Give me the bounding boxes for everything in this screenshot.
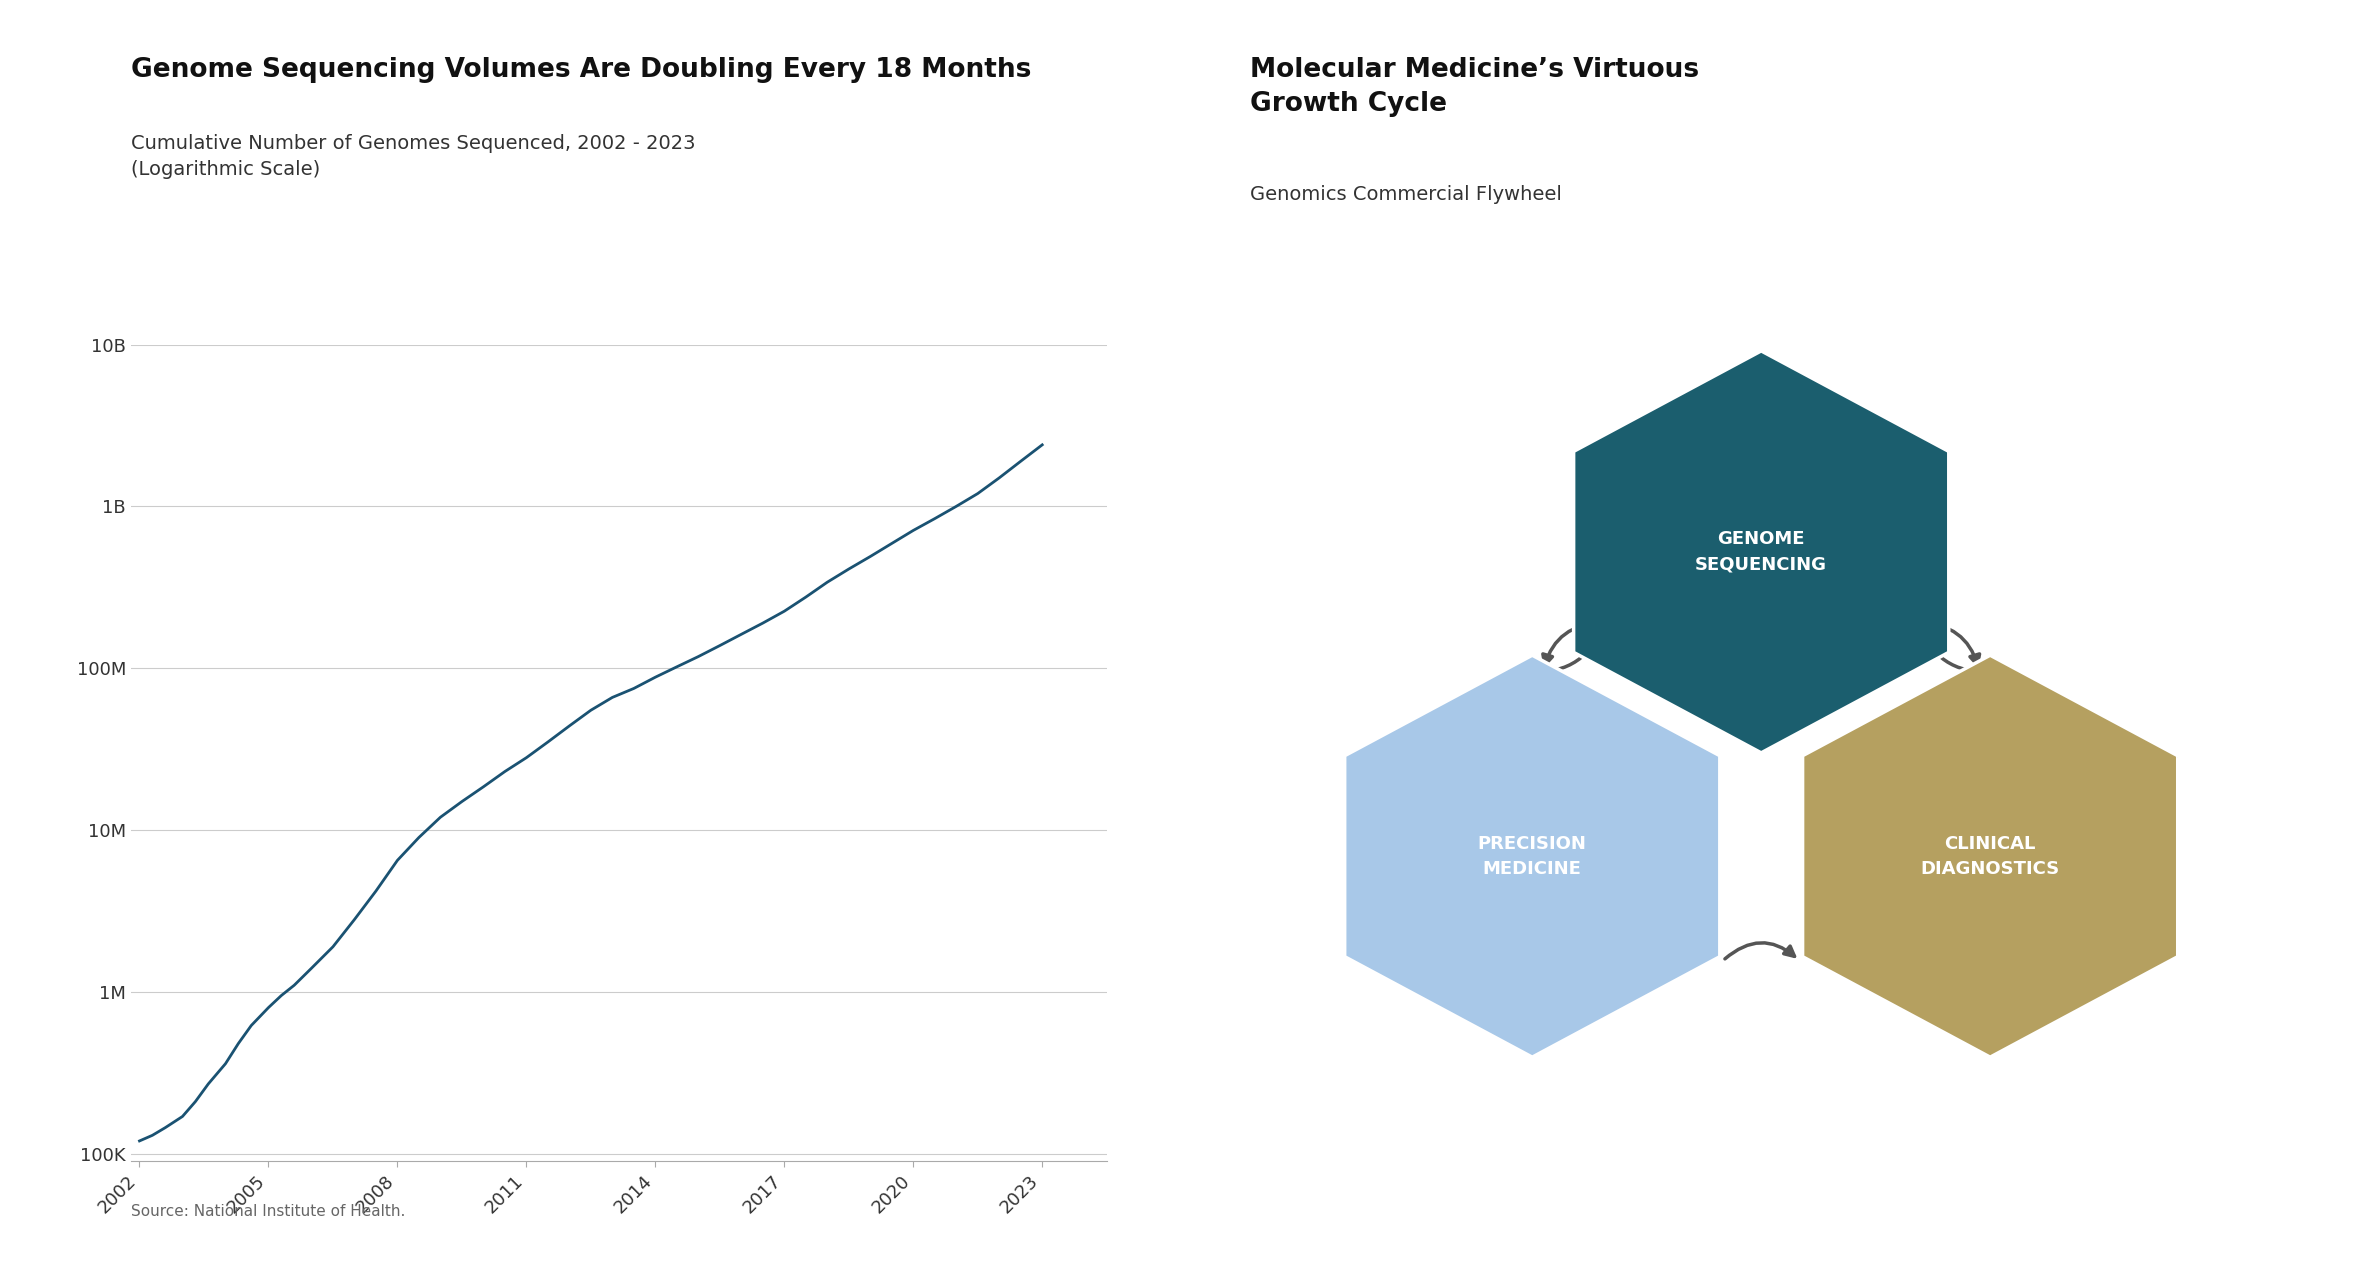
- Text: CLINICAL
DIAGNOSTICS: CLINICAL DIAGNOSTICS: [1921, 835, 2059, 878]
- FancyArrowPatch shape: [1921, 623, 1980, 665]
- Text: GENOME
SEQUENCING: GENOME SEQUENCING: [1695, 531, 1828, 573]
- FancyArrowPatch shape: [1542, 623, 1602, 665]
- Text: Genomics Commercial Flywheel: Genomics Commercial Flywheel: [1250, 185, 1561, 204]
- FancyArrowPatch shape: [1918, 628, 1999, 672]
- Text: Cumulative Number of Genomes Sequenced, 2002 - 2023
(Logarithmic Scale): Cumulative Number of Genomes Sequenced, …: [131, 134, 695, 180]
- Text: Molecular Medicine’s Virtuous
Growth Cycle: Molecular Medicine’s Virtuous Growth Cyc…: [1250, 57, 1699, 117]
- Text: Genome Sequencing Volumes Are Doubling Every 18 Months: Genome Sequencing Volumes Are Doubling E…: [131, 57, 1031, 83]
- Polygon shape: [1573, 351, 1949, 753]
- Text: Source: National Institute of Health.: Source: National Institute of Health.: [131, 1203, 405, 1219]
- FancyArrowPatch shape: [1726, 943, 1795, 958]
- Polygon shape: [1345, 656, 1721, 1057]
- Text: PRECISION
MEDICINE: PRECISION MEDICINE: [1478, 835, 1587, 878]
- FancyArrowPatch shape: [1523, 628, 1604, 672]
- Polygon shape: [1802, 656, 2178, 1057]
